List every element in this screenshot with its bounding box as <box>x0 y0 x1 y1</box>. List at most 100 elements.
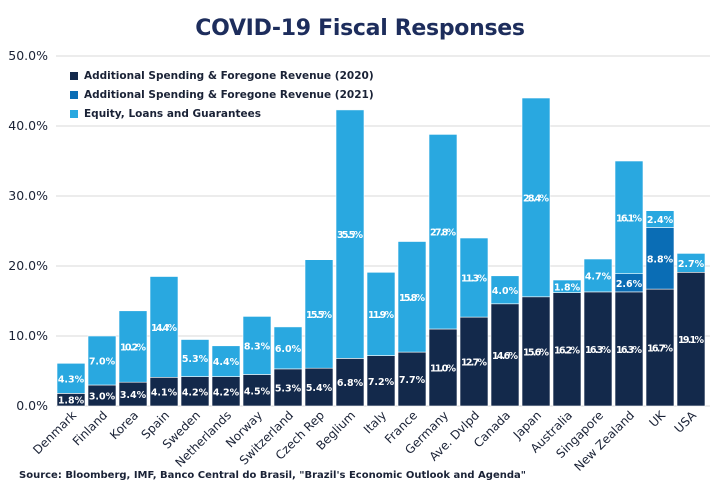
bar-stack: 4.2% 5.3% <box>180 339 210 407</box>
data-label: 4.5% <box>244 386 271 397</box>
bar-stack: 11.0% 27.8% <box>428 134 458 407</box>
bar-segment <box>242 374 272 407</box>
bar-stack: 19.1% 2.7% <box>676 253 706 407</box>
bar-segment <box>459 237 489 318</box>
x-tick-label: UK <box>646 407 668 429</box>
data-label: 4.1% <box>151 388 178 399</box>
data-label: 14.4% <box>151 323 177 334</box>
data-label: 16.1% <box>616 213 642 224</box>
bar-segment <box>180 339 210 377</box>
data-label: 15.5% <box>306 310 332 321</box>
bar-segment <box>366 271 396 356</box>
legend-swatch-equity <box>70 109 78 118</box>
y-axis-ticks: 0.0% 10.0% 20.0% 30.0% 40.0% 50.0% <box>8 48 48 413</box>
data-label: 8.8% <box>647 254 674 265</box>
data-label: 16.3% <box>616 345 642 356</box>
bar-segment <box>366 355 396 407</box>
bar-segment <box>676 271 706 407</box>
data-label: 4.2% <box>182 387 209 398</box>
data-label: 16.2% <box>554 345 580 356</box>
data-label: 11.3% <box>461 274 487 285</box>
data-label: 7.0% <box>89 357 116 368</box>
legend-swatch-2020 <box>70 71 78 80</box>
bar-stack: 3.0% 7.0% <box>87 335 117 407</box>
x-tick-label: USA <box>672 408 700 436</box>
bar-segment <box>211 376 241 407</box>
bar-segment <box>211 345 241 377</box>
legend-swatch-2021 <box>70 90 78 99</box>
bar-segment <box>521 296 551 407</box>
data-label: 2.7% <box>678 259 705 270</box>
y-tick-label: 40.0% <box>8 118 48 133</box>
data-label: 4.2% <box>213 387 240 398</box>
data-label: 4.4% <box>213 357 240 368</box>
y-tick-label: 30.0% <box>8 188 48 203</box>
data-label: 5.3% <box>275 383 302 394</box>
legend-label: Equity, Loans and Guarantees <box>84 107 261 120</box>
bar-stack: 4.2% 4.4% <box>211 345 241 407</box>
bar-stack: 4.1% 14.4% <box>149 276 179 407</box>
data-label: 19.1% <box>678 335 704 346</box>
chart-title: COVID-19 Fiscal Responses <box>195 16 525 41</box>
legend: Additional Spending & Foregone Revenue (… <box>70 66 374 123</box>
bar-segment <box>56 362 86 394</box>
bar-stack: 15.6% 28.4% <box>521 97 551 407</box>
bar-segment <box>614 291 644 407</box>
data-label: 2.6% <box>616 279 643 290</box>
bar-segment <box>397 241 427 353</box>
data-label: 1.8% <box>554 282 581 293</box>
bar-stack: 14.6% 4.0% <box>490 275 520 407</box>
x-tick-label: Finland <box>70 408 110 448</box>
bar-segment <box>583 258 613 293</box>
data-label: 4.7% <box>585 271 612 282</box>
data-label: 27.8% <box>430 228 456 239</box>
bar-segment <box>490 275 520 305</box>
bar-segment <box>118 310 148 383</box>
data-label: 6.8% <box>337 378 364 389</box>
bar-segment <box>614 160 644 274</box>
bar-segment <box>304 259 334 369</box>
y-tick-label: 0.0% <box>16 398 48 413</box>
x-tick-label: Denmark <box>30 408 79 457</box>
bar-stack: 3.4% 10.2% <box>118 310 148 407</box>
bar-segment <box>335 109 365 359</box>
bar-segment <box>521 97 551 298</box>
bar-segment <box>645 227 675 290</box>
bar-stack: 7.2% 11.9% <box>366 271 396 407</box>
bar-segment <box>428 328 458 407</box>
bar-stack: 16.3% 4.7% <box>583 258 613 407</box>
data-label: 15.6% <box>523 347 549 358</box>
x-tick-label: Korea <box>107 408 141 442</box>
bar-segment <box>273 326 303 370</box>
bar-segment <box>397 351 427 407</box>
bar-segment <box>645 210 675 228</box>
bar-stack: 6.8% 35.5% <box>335 109 365 407</box>
data-label: 8.3% <box>244 341 271 352</box>
bar-stack: 16.2% 1.8% <box>552 279 582 407</box>
legend-label: Additional Spending & Foregone Revenue (… <box>84 88 374 101</box>
bar-stack: 4.5% 8.3% <box>242 316 272 407</box>
bar-segment <box>552 279 582 293</box>
data-label: 28.4% <box>523 193 549 204</box>
y-tick-label: 50.0% <box>8 48 48 63</box>
source-note: Source: Bloomberg, IMF, Banco Central do… <box>19 470 526 481</box>
bar-segment <box>242 316 272 375</box>
bar-segment <box>87 335 117 386</box>
data-label: 11.0% <box>430 364 456 375</box>
bars: 1.8% 4.3% 3.0% 7.0% 3.4% 10.2% 4.1% 14.4% 4.2% 5.… <box>56 97 706 407</box>
data-label: 7.2% <box>368 377 395 388</box>
bar-segment <box>459 316 489 407</box>
data-label: 5.3% <box>182 354 209 365</box>
bar-segment <box>428 134 458 330</box>
bar-stack: 5.4% 15.5% <box>304 259 334 407</box>
data-label: 4.3% <box>58 374 85 385</box>
data-label: 10.2% <box>120 343 146 354</box>
legend-item-2020: Additional Spending & Foregone Revenue (… <box>70 66 374 85</box>
bar-segment <box>645 288 675 407</box>
data-label: 12.7% <box>461 358 487 369</box>
data-label: 3.0% <box>89 392 116 403</box>
bar-stack: 1.8% 4.3% <box>56 362 86 407</box>
bar-stack: 16.7% 8.8% 2.4% <box>645 210 675 407</box>
y-tick-label: 20.0% <box>8 258 48 273</box>
data-label: 3.4% <box>120 390 147 401</box>
